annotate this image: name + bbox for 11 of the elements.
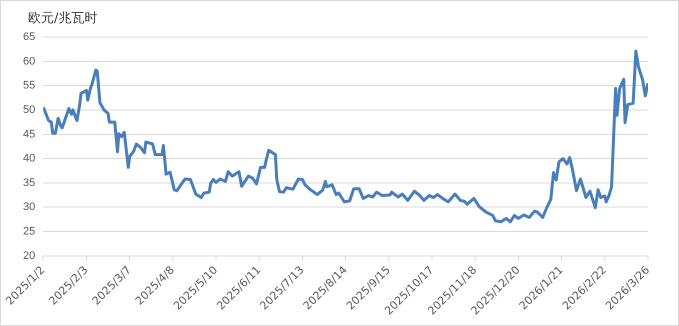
- y-tick-label: 65: [22, 31, 36, 44]
- y-tick-label: 50: [22, 104, 36, 116]
- y-tick-label: 20: [22, 250, 36, 262]
- y-tick-label: 35: [22, 176, 36, 189]
- y-tick-label: 40: [22, 152, 36, 165]
- y-tick-label: 30: [22, 201, 36, 214]
- y-axis-title: 欧元/兆瓦时: [28, 10, 98, 27]
- y-tick-label: 45: [22, 128, 36, 140]
- y-tick-label: 60: [22, 55, 36, 68]
- y-tick-label: 25: [22, 226, 36, 238]
- y-tick-label: 55: [22, 80, 36, 92]
